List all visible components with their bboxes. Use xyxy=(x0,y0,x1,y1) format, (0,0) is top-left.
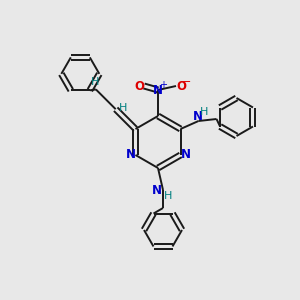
Text: O: O xyxy=(176,80,186,92)
Text: N: N xyxy=(153,83,163,97)
Text: −: − xyxy=(182,77,192,87)
Text: H: H xyxy=(164,191,172,201)
Text: N: N xyxy=(193,110,202,122)
Text: H: H xyxy=(91,77,99,87)
Text: H: H xyxy=(118,103,127,113)
Text: H: H xyxy=(200,107,209,117)
Text: N: N xyxy=(125,148,136,161)
Text: O: O xyxy=(134,80,144,92)
Text: N: N xyxy=(152,184,162,196)
Text: N: N xyxy=(181,148,190,161)
Text: +: + xyxy=(159,80,167,90)
